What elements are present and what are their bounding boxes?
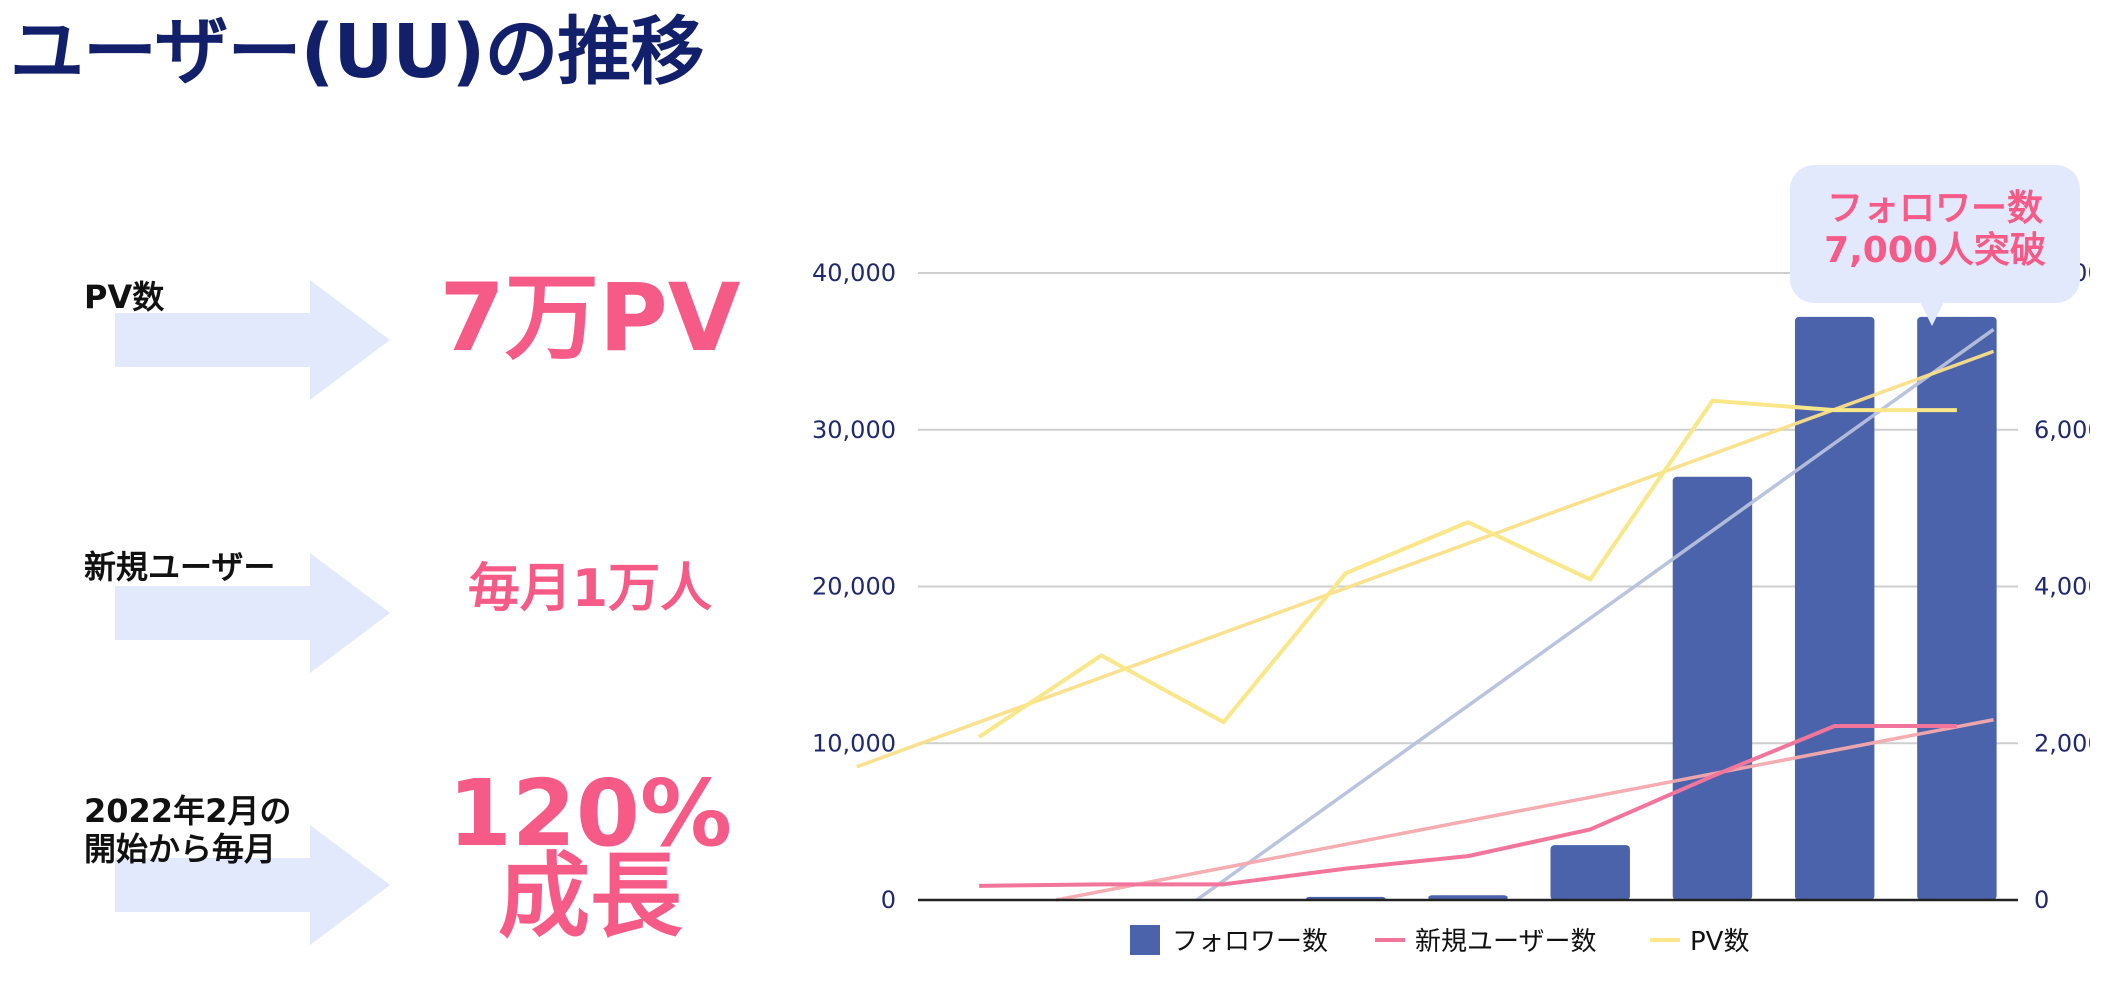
- y-tick-label-left: 0: [881, 886, 896, 914]
- legend-label-new-users: 新規ユーザー数: [1415, 927, 1596, 957]
- legend-label-pv: PV数: [1690, 927, 1749, 957]
- y-tick-label-left: 10,000: [812, 729, 896, 757]
- callout-pointer: [1920, 302, 1944, 326]
- arrow-right-icon: [115, 553, 390, 673]
- y-tick-label-left: 30,000: [812, 416, 896, 444]
- metric-value-growth: 120% 成長: [430, 760, 750, 950]
- bar: [1550, 845, 1630, 900]
- metric-value-pv: 7万PV: [439, 264, 741, 373]
- metric-row-new-users: 新規ユーザー 毎月1万人: [0, 533, 760, 673]
- metric-row-growth: 2022年2月の 開始から毎月 120% 成長: [0, 768, 760, 945]
- callout-bubble: [1790, 165, 2080, 303]
- metric-row-pv: PV数 7万PV: [0, 260, 760, 400]
- y-tick-label-left: 20,000: [812, 573, 896, 601]
- page-title: ユーザー(UU)の推移: [10, 9, 704, 95]
- arrow-right-icon: [115, 280, 390, 400]
- metric-value-growth-line-2: 成長: [497, 842, 682, 950]
- trendline-pv: [856, 349, 1995, 769]
- chart: 0 10,000 20,000 30,000 40,000 0 2,000 4,000 6,00…: [812, 165, 2090, 957]
- bar: [1917, 316, 1997, 900]
- y-tick-label-right: 6,000: [2034, 416, 2090, 444]
- line-pv: [978, 398, 1957, 739]
- y-tick-label-left: 40,000: [812, 259, 896, 287]
- metric-label-growth-line-1: 2022年2月の: [84, 792, 292, 830]
- y-tick-label-right: 4,000: [2034, 573, 2090, 601]
- arrow-right-icon: [115, 825, 390, 945]
- metric-label-new-users: 新規ユーザー: [84, 548, 276, 586]
- callout-line-1: フォロワー数: [1827, 188, 2043, 229]
- metric-value-growth-line-1: 120%: [447, 760, 733, 867]
- metric-value-new-users: 毎月1万人: [467, 559, 713, 619]
- legend-label-followers: フォロワー数: [1172, 927, 1328, 957]
- metric-label-pv: PV数: [84, 278, 165, 316]
- metric-label-growth-line-2: 開始から毎月: [84, 830, 277, 869]
- legend-swatch-followers: [1130, 925, 1160, 955]
- metric-label-growth: 2022年2月の 開始から毎月: [84, 792, 291, 869]
- bar: [1672, 476, 1753, 900]
- trendline-followers: [1195, 328, 1995, 902]
- y-tick-label-right: 2,000: [2034, 729, 2090, 757]
- bar: [1794, 316, 1875, 900]
- callout-line-2: 7,000人突破: [1824, 230, 2046, 271]
- y-tick-label-right: 0: [2034, 886, 2049, 914]
- line-new-users: [979, 724, 1957, 888]
- trendline-new-users: [1055, 718, 1994, 902]
